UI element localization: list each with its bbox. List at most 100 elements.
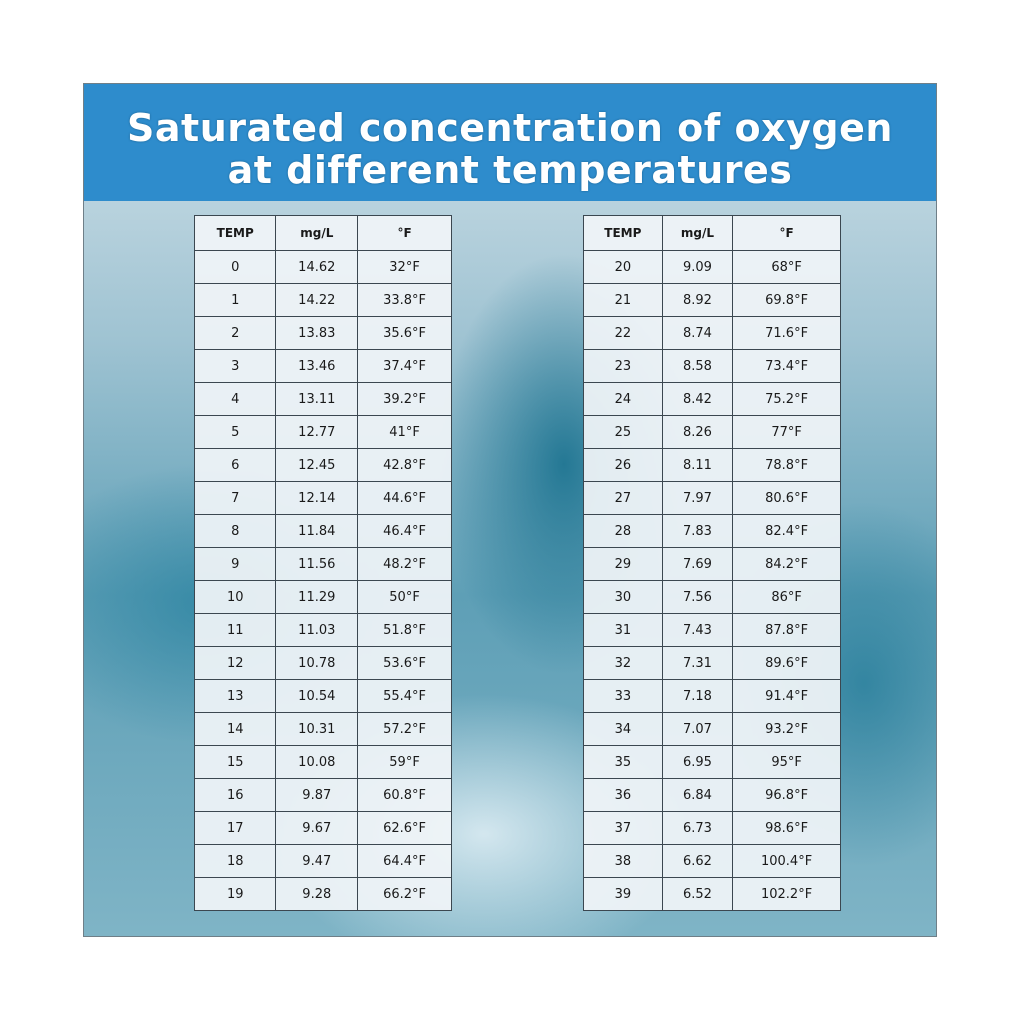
table-cell: 53.6°F [357,646,452,680]
table-cell: 98.6°F [732,811,841,845]
table-cell: 10.08 [275,745,359,779]
header-row: TEMP mg/L °F [583,215,841,251]
table-cell: 37.4°F [357,349,452,383]
table-cell: 12 [193,646,277,680]
table-cell: 11.56 [275,547,359,581]
table-cell: 6.84 [661,778,734,812]
table-cell: 11 [193,613,277,647]
table-cell: 11.84 [275,514,359,548]
table-cell: 73.4°F [732,349,841,383]
table-cell: 28 [583,514,663,548]
table-cell: 21 [583,283,663,317]
table-cell: 51.8°F [357,613,452,647]
table-cell: 80.6°F [732,481,841,515]
table-cell: 17 [193,811,277,845]
table-row: 13 10.54 55.4°F [193,679,452,713]
table-row: 5 12.77 41°F [193,415,452,449]
table-cell: 20 [583,250,663,284]
table-row: 33 7.18 91.4°F [583,679,841,713]
table-row: 20 9.09 68°F [583,250,841,284]
column-header: TEMP [193,215,277,251]
table-cell: 8.92 [661,283,734,317]
table-cell: 13 [193,679,277,713]
table-row: 22 8.74 71.6°F [583,316,841,350]
title-line: Saturated concentration of oxygen [127,106,893,150]
table-row: 29 7.69 84.2°F [583,547,841,581]
table-row: 11 11.03 51.8°F [193,613,452,647]
table-cell: 4 [193,382,277,416]
table-cell: 38 [583,844,663,878]
column-header: mg/L [661,215,734,251]
table-cell: 7.18 [661,679,734,713]
table-cell: 26 [583,448,663,482]
table-row: 10 11.29 50°F [193,580,452,614]
title-line: at different temperatures [227,148,793,192]
table-cell: 96.8°F [732,778,841,812]
table-cell: 7.69 [661,547,734,581]
table-cell: 48.2°F [357,547,452,581]
table-cell: 9.09 [661,250,734,284]
column-header: TEMP [583,215,663,251]
table-cell: 16 [193,778,277,812]
table-cell: 2 [193,316,277,350]
table-cell: 8.58 [661,349,734,383]
table-row: 24 8.42 75.2°F [583,382,841,416]
table-row: 0 14.62 32°F [193,250,452,284]
table-cell: 6.52 [661,877,734,911]
table-cell: 11.29 [275,580,359,614]
table-cell: 29 [583,547,663,581]
table-cell: 100.4°F [732,844,841,878]
table-cell: 44.6°F [357,481,452,515]
table-cell: 7 [193,481,277,515]
table-cell: 9.28 [275,877,359,911]
table-cell: 15 [193,745,277,779]
table-cell: 6.95 [661,745,734,779]
table-cell: 36 [583,778,663,812]
table-row: 15 10.08 59°F [193,745,452,779]
table-row: 17 9.67 62.6°F [193,811,452,845]
table-cell: 71.6°F [732,316,841,350]
table-cell: 10.78 [275,646,359,680]
table-row: 9 11.56 48.2°F [193,547,452,581]
table-cell: 8.74 [661,316,734,350]
table-row: 1 14.22 33.8°F [193,283,452,317]
table-cell: 31 [583,613,663,647]
table-cell: 14.22 [275,283,359,317]
table-row: 26 8.11 78.8°F [583,448,841,482]
table-cell: 75.2°F [732,382,841,416]
table-cell: 10.54 [275,679,359,713]
table-cell: 30 [583,580,663,614]
table-row: 3 13.46 37.4°F [193,349,452,383]
table-row: 36 6.84 96.8°F [583,778,841,812]
table-cell: 39 [583,877,663,911]
table-cell: 12.77 [275,415,359,449]
column-header: °F [732,215,841,251]
table-cell: 27 [583,481,663,515]
title-banner: Saturated concentration of oxygen at dif… [84,84,936,201]
table-cell: 42.8°F [357,448,452,482]
table-cell: 39.2°F [357,382,452,416]
table-cell: 60.8°F [357,778,452,812]
table-row: 28 7.83 82.4°F [583,514,841,548]
table-cell: 89.6°F [732,646,841,680]
table-cell: 18 [193,844,277,878]
table-row: 2 13.83 35.6°F [193,316,452,350]
table-cell: 22 [583,316,663,350]
table-cell: 82.4°F [732,514,841,548]
table-cell: 7.83 [661,514,734,548]
table-cell: 3 [193,349,277,383]
table-cell: 35.6°F [357,316,452,350]
table-cell: 0 [193,250,277,284]
table-row: 16 9.87 60.8°F [193,778,452,812]
table-cell: 6 [193,448,277,482]
table-cell: 12.14 [275,481,359,515]
table-cell: 25 [583,415,663,449]
table-row: 14 10.31 57.2°F [193,712,452,746]
table-cell: 41°F [357,415,452,449]
table-cell: 35 [583,745,663,779]
table-cell: 78.8°F [732,448,841,482]
table-cell: 9 [193,547,277,581]
table-row: 18 9.47 64.4°F [193,844,452,878]
column-header: °F [357,215,452,251]
